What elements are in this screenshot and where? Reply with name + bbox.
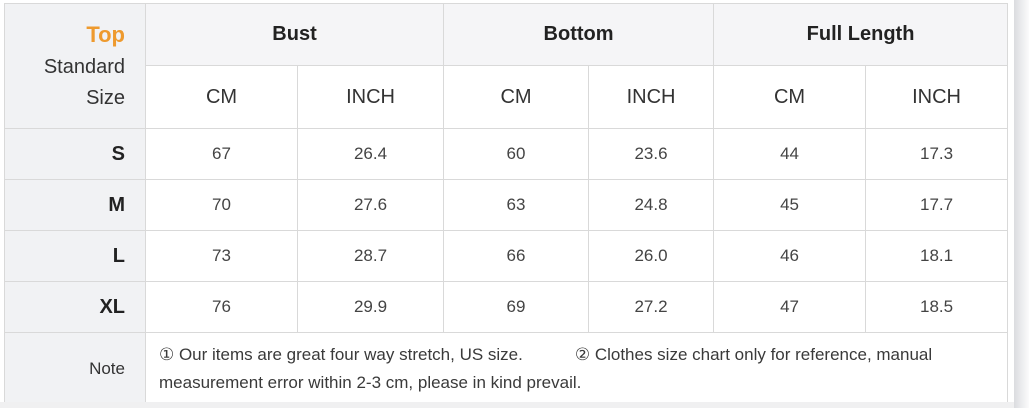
note-text: ① Our items are great four way stretch, … bbox=[144, 332, 1009, 407]
cell-value: 23.6 bbox=[588, 128, 715, 180]
table-row-xl: XL 76 29.9 69 27.2 47 18.5 bbox=[4, 281, 1009, 333]
cell-value: 60 bbox=[443, 128, 590, 180]
cell-value: 17.7 bbox=[865, 179, 1009, 231]
table-row-s: S 67 26.4 60 23.6 44 17.3 bbox=[4, 128, 1009, 180]
cell-value: 76 bbox=[145, 281, 298, 333]
cell-value: 28.7 bbox=[296, 230, 445, 282]
cell-value: 63 bbox=[443, 179, 590, 231]
cell-value: 27.2 bbox=[588, 281, 715, 333]
cell-value: 66 bbox=[443, 230, 590, 282]
unit-header-full-inch: INCH bbox=[865, 65, 1009, 129]
size-label-xl: XL bbox=[4, 281, 146, 333]
corner-cell: Top Standard Size bbox=[4, 3, 146, 129]
size-label-l: L bbox=[4, 230, 146, 282]
unit-header-full-cm: CM bbox=[713, 65, 867, 129]
page-background-strip bbox=[0, 402, 1014, 408]
category-label: Top bbox=[86, 22, 125, 47]
table-row-m: M 70 27.6 63 24.8 45 17.7 bbox=[4, 179, 1009, 231]
group-header-full-length: Full Length bbox=[713, 3, 1009, 66]
note-item-2: ② Clothes size chart only for reference,… bbox=[159, 345, 933, 392]
cell-value: 26.4 bbox=[296, 128, 445, 180]
note-row: Note ① Our items are great four way stre… bbox=[4, 332, 1009, 407]
cell-value: 70 bbox=[145, 179, 298, 231]
cell-value: 46 bbox=[713, 230, 867, 282]
cell-value: 73 bbox=[145, 230, 298, 282]
vertical-scrollbar[interactable] bbox=[1014, 0, 1029, 408]
note-item-1: ① Our items are great four way stretch, … bbox=[159, 345, 523, 364]
unit-header-bottom-inch: INCH bbox=[588, 65, 715, 129]
cell-value: 67 bbox=[145, 128, 298, 180]
unit-header-bottom-cm: CM bbox=[443, 65, 590, 129]
cell-value: 44 bbox=[713, 128, 867, 180]
cell-value: 29.9 bbox=[296, 281, 445, 333]
size-label-s: S bbox=[4, 128, 146, 180]
cell-value: 18.5 bbox=[865, 281, 1009, 333]
size-chart-table: Top Standard Size Bust Bottom Full Lengt… bbox=[4, 3, 1009, 407]
group-header-bottom: Bottom bbox=[443, 3, 715, 66]
cell-value: 45 bbox=[713, 179, 867, 231]
cell-value: 24.8 bbox=[588, 179, 715, 231]
group-header-bust: Bust bbox=[144, 3, 445, 66]
note-label: Note bbox=[4, 332, 146, 407]
size-label-m: M bbox=[4, 179, 146, 231]
cell-value: 47 bbox=[713, 281, 867, 333]
cell-value: 18.1 bbox=[865, 230, 1009, 282]
cell-value: 26.0 bbox=[588, 230, 715, 282]
standard-size-label: Standard Size bbox=[43, 56, 125, 109]
unit-header-bust-inch: INCH bbox=[296, 65, 445, 129]
unit-header-bust-cm: CM bbox=[145, 65, 298, 129]
cell-value: 69 bbox=[443, 281, 590, 333]
cell-value: 17.3 bbox=[865, 128, 1009, 180]
cell-value: 27.6 bbox=[296, 179, 445, 231]
table-row-l: L 73 28.7 66 26.0 46 18.1 bbox=[4, 230, 1009, 282]
